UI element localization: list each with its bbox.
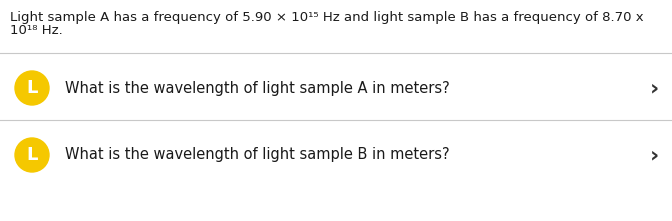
Text: What is the wavelength of light sample A in meters?: What is the wavelength of light sample A… xyxy=(65,80,450,95)
Text: L: L xyxy=(26,79,38,97)
Text: L: L xyxy=(26,146,38,164)
Text: ›: › xyxy=(650,145,660,165)
Text: What is the wavelength of light sample B in meters?: What is the wavelength of light sample B… xyxy=(65,147,450,162)
Text: Light sample A has a frequency of 5.90 × 10¹⁵ Hz and light sample B has a freque: Light sample A has a frequency of 5.90 ×… xyxy=(10,11,644,24)
Circle shape xyxy=(15,71,49,105)
Text: 10¹⁸ Hz.: 10¹⁸ Hz. xyxy=(10,24,62,37)
Text: ›: › xyxy=(650,78,660,98)
Circle shape xyxy=(15,138,49,172)
